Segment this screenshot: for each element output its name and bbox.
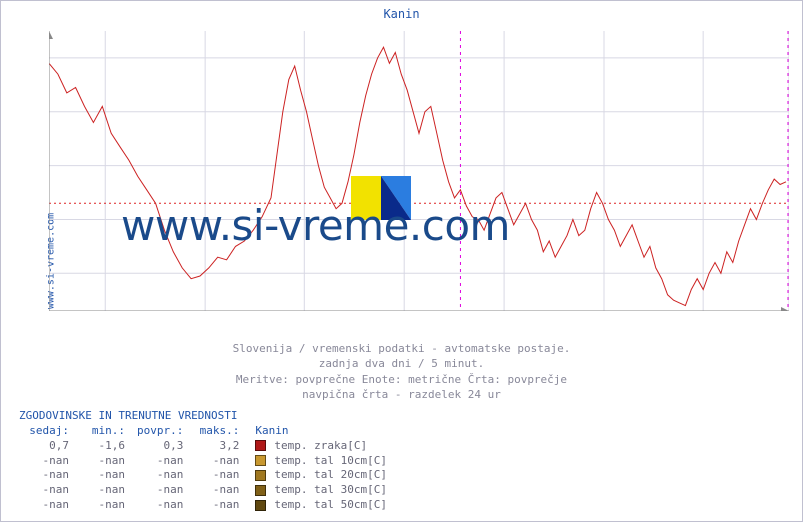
stats-row: -nan-nan-nan-nantemp. tal 20cm[C] — [19, 468, 391, 483]
stats-row: -nan-nan-nan-nantemp. tal 30cm[C] — [19, 483, 391, 498]
stats-value: -nan — [75, 468, 131, 483]
stats-col-header: sedaj: — [19, 424, 75, 439]
axes — [49, 31, 789, 311]
series-swatch — [245, 468, 270, 483]
stats-value: -nan — [75, 483, 131, 498]
series-swatch — [245, 454, 270, 469]
stats-value: 3,2 — [189, 439, 245, 454]
stats-body: 0,7-1,60,33,2temp. zraka[C]-nan-nan-nan-… — [19, 439, 391, 513]
chart-title: Kanin — [1, 7, 802, 21]
stats-value: -nan — [131, 454, 189, 469]
caption-line: Slovenija / vremenski podatki - avtomats… — [1, 341, 802, 356]
stats-row: -nan-nan-nan-nantemp. tal 10cm[C] — [19, 454, 391, 469]
caption-line: zadnja dva dni / 5 minut. — [1, 356, 802, 371]
stats-value: -nan — [189, 483, 245, 498]
chart-plot: ned 18:00pon 00:00pon 06:00pon 12:00pon … — [49, 31, 789, 311]
stats-title: ZGODOVINSKE IN TRENUTNE VREDNOSTI — [19, 409, 391, 424]
stats-value: -nan — [19, 483, 75, 498]
stats-col-header: maks.: — [189, 424, 245, 439]
stats-block: ZGODOVINSKE IN TRENUTNE VREDNOSTI sedaj:… — [19, 409, 391, 513]
stats-col-header: Kanin — [245, 424, 391, 439]
series-label: temp. tal 20cm[C] — [270, 468, 391, 483]
series-swatch — [245, 483, 270, 498]
caption-line: navpična črta - razdelek 24 ur — [1, 387, 802, 402]
chart-frame: www.si-vreme.com Kanin ned 18:00pon 00:0… — [0, 0, 803, 522]
stats-value: -nan — [189, 498, 245, 513]
caption-line: Meritve: povprečne Enote: metrične Črta:… — [1, 372, 802, 387]
grid — [49, 31, 789, 311]
series-swatch — [245, 439, 270, 454]
series-label: temp. tal 30cm[C] — [270, 483, 391, 498]
stats-col-header: povpr.: — [131, 424, 189, 439]
stats-value: -1,6 — [75, 439, 131, 454]
stats-header-row: sedaj:min.:povpr.:maks.:Kanin — [19, 424, 391, 439]
stats-table: sedaj:min.:povpr.:maks.:Kanin 0,7-1,60,3… — [19, 424, 391, 513]
stats-value: -nan — [19, 454, 75, 469]
stats-value: -nan — [131, 498, 189, 513]
series-label: temp. tal 50cm[C] — [270, 498, 391, 513]
stats-value: -nan — [19, 468, 75, 483]
series-label: temp. tal 10cm[C] — [270, 454, 391, 469]
stats-value: 0,3 — [131, 439, 189, 454]
stats-col-header: min.: — [75, 424, 131, 439]
stats-value: -nan — [75, 454, 131, 469]
data-series — [49, 47, 786, 305]
reference-lines — [49, 31, 789, 311]
stats-row: 0,7-1,60,33,2 temp. zraka[C] — [19, 439, 391, 454]
stats-value: -nan — [131, 483, 189, 498]
stats-value: -nan — [131, 468, 189, 483]
series-swatch — [245, 498, 270, 513]
stats-row: -nan-nan-nan-nantemp. tal 50cm[C] — [19, 498, 391, 513]
stats-value: -nan — [189, 454, 245, 469]
stats-value: 0,7 — [19, 439, 75, 454]
stats-value: -nan — [75, 498, 131, 513]
series-label: temp. zraka[C] — [270, 439, 391, 454]
stats-value: -nan — [19, 498, 75, 513]
stats-value: -nan — [189, 468, 245, 483]
chart-caption: Slovenija / vremenski podatki - avtomats… — [1, 341, 802, 403]
